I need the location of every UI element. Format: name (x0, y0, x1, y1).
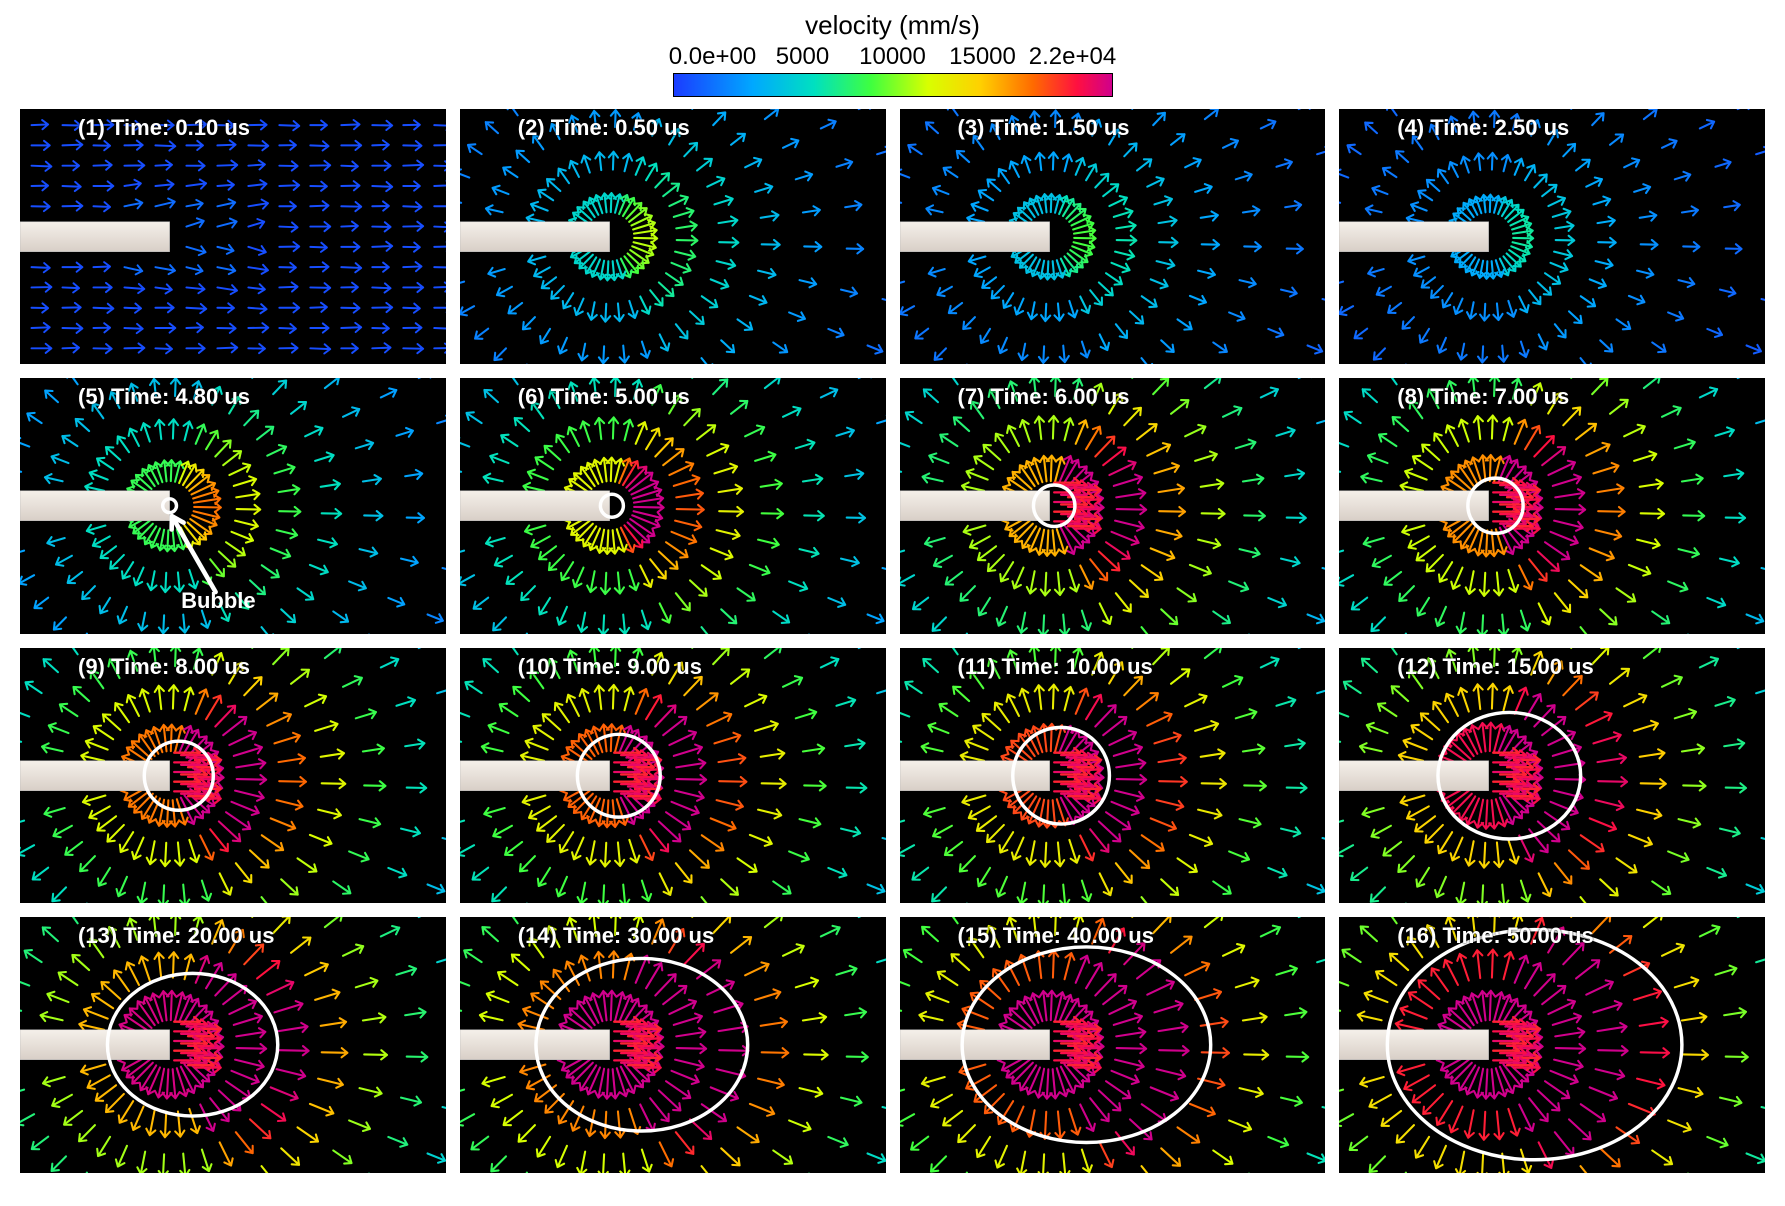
colorbar-tick-label: 10000 (848, 43, 938, 71)
panel-label: (2) Time: 0.50 us (518, 115, 690, 141)
colorbar-tick-label: 2.2e+04 (1028, 43, 1118, 71)
panel-label: (15) Time: 40.00 us (958, 923, 1154, 949)
simulation-panel: (7) Time: 6.00 us (900, 378, 1326, 633)
panel-label: (14) Time: 30.00 us (518, 923, 714, 949)
panel-label: (9) Time: 8.00 us (78, 654, 250, 680)
figure: velocity (mm/s) 0.0e+00500010000150002.2… (20, 10, 1765, 1173)
panel-label: (10) Time: 9.00 us (518, 654, 702, 680)
simulation-panel: (14) Time: 30.00 us (460, 917, 886, 1172)
panel-label: (8) Time: 7.00 us (1397, 384, 1569, 410)
panel-label: (4) Time: 2.50 us (1397, 115, 1569, 141)
simulation-panel: (1) Time: 0.10 us (20, 109, 446, 364)
colorbar-tick-label: 0.0e+00 (668, 43, 758, 71)
simulation-panel: (11) Time: 10.00 us (900, 648, 1326, 903)
colorbar-tick-label: 15000 (938, 43, 1028, 71)
simulation-panel: (4) Time: 2.50 us (1339, 109, 1765, 364)
simulation-panel: (13) Time: 20.00 us (20, 917, 446, 1172)
simulation-panel: Bubble (5) Time: 4.80 us (20, 378, 446, 633)
panel-label: (11) Time: 10.00 us (958, 654, 1153, 680)
simulation-panel: (15) Time: 40.00 us (900, 917, 1326, 1172)
simulation-panel: (8) Time: 7.00 us (1339, 378, 1765, 633)
colorbar-title: velocity (mm/s) (20, 10, 1765, 41)
simulation-panel: (2) Time: 0.50 us (460, 109, 886, 364)
panel-label: (12) Time: 15.00 us (1397, 654, 1593, 680)
panel-label: (3) Time: 1.50 us (958, 115, 1130, 141)
simulation-panel: (9) Time: 8.00 us (20, 648, 446, 903)
simulation-panel: (6) Time: 5.00 us (460, 378, 886, 633)
simulation-panel: (16) Time: 50.00 us (1339, 917, 1765, 1172)
panel-label: (7) Time: 6.00 us (958, 384, 1130, 410)
panel-label: (6) Time: 5.00 us (518, 384, 690, 410)
simulation-panel: (10) Time: 9.00 us (460, 648, 886, 903)
panel-label: (5) Time: 4.80 us (78, 384, 250, 410)
colorbar-gradient (673, 73, 1113, 97)
bubble-annotation: Bubble (181, 588, 256, 614)
colorbar: velocity (mm/s) 0.0e+00500010000150002.2… (20, 10, 1765, 97)
colorbar-tick-label: 5000 (758, 43, 848, 71)
simulation-panel: (3) Time: 1.50 us (900, 109, 1326, 364)
colorbar-ticks: 0.0e+00500010000150002.2e+04 (20, 43, 1765, 71)
panel-grid: (1) Time: 0.10 us (2) Time: 0.50 us (3) Ti… (20, 109, 1765, 1173)
panel-label: (16) Time: 50.00 us (1397, 923, 1593, 949)
simulation-panel: (12) Time: 15.00 us (1339, 648, 1765, 903)
panel-label: (1) Time: 0.10 us (78, 115, 250, 141)
panel-label: (13) Time: 20.00 us (78, 923, 274, 949)
